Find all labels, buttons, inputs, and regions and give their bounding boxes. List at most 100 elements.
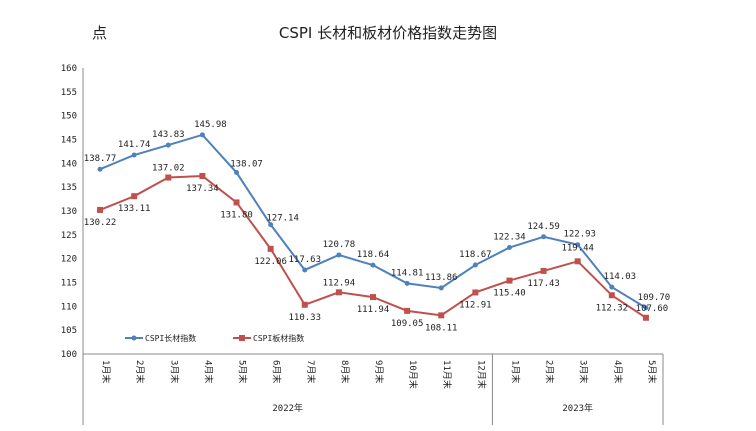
y-tick-label: 140	[61, 159, 77, 169]
data-label: 127.14	[266, 214, 299, 224]
data-label: 113.86	[425, 273, 458, 283]
group-label: 2022年	[272, 402, 303, 414]
data-label: 118.67	[459, 250, 492, 260]
x-tick-label: 3月末	[578, 360, 590, 383]
data-label: 138.77	[84, 154, 117, 164]
chart-title: CSPI 长材和板材价格指数走势图	[278, 24, 498, 42]
series-point	[199, 132, 205, 138]
data-label: 143.83	[152, 130, 185, 140]
series-point	[472, 289, 479, 296]
x-tick-label: 12月末	[475, 360, 487, 389]
series-point	[404, 307, 411, 314]
y-tick-label: 105	[61, 326, 77, 336]
data-label: 112.91	[459, 300, 492, 310]
data-label: 119.44	[561, 243, 594, 253]
x-tick-label: 7月末	[305, 360, 317, 383]
series-point	[165, 142, 171, 148]
series-point	[438, 312, 445, 319]
x-tick-label: 9月末	[373, 360, 385, 383]
series-point	[370, 262, 376, 268]
series-line-1	[99, 133, 647, 309]
series-point	[540, 267, 547, 274]
series-point	[165, 174, 172, 181]
y-tick-label: 160	[61, 64, 77, 74]
data-label: 118.64	[357, 250, 390, 260]
data-label: 133.11	[118, 204, 151, 214]
series-point	[506, 245, 512, 251]
data-label: 110.33	[289, 313, 322, 323]
data-label: 145.98	[194, 120, 227, 130]
series-point	[234, 170, 240, 176]
y-tick-label: 110	[61, 302, 77, 312]
y-tick-label: 125	[61, 231, 77, 241]
y-axis-unit: 点	[92, 24, 108, 42]
data-label: 130.22	[84, 218, 117, 228]
series-point	[404, 280, 410, 286]
y-tick-label: 145	[61, 136, 77, 146]
data-label: 122.93	[563, 230, 596, 240]
data-label: 117.43	[527, 279, 560, 289]
data-label: 137.34	[186, 184, 219, 194]
data-label: 122.06	[254, 257, 287, 267]
series-point	[506, 277, 513, 284]
data-label: 122.34	[493, 233, 526, 243]
series-point	[335, 289, 342, 296]
series-point	[370, 294, 376, 301]
series-point	[336, 252, 342, 258]
series-point	[301, 301, 308, 308]
x-tick-label: 4月末	[612, 360, 624, 383]
y-tick-label: 115	[61, 279, 77, 289]
data-label: 109.70	[638, 293, 671, 303]
data-label: 141.74	[118, 140, 151, 150]
series-point	[642, 314, 649, 321]
data-label: 112.94	[323, 278, 356, 288]
data-label: 120.78	[323, 240, 356, 250]
y-tick-label: 100	[61, 350, 77, 360]
series-point	[233, 199, 240, 206]
x-tick-label: 4月末	[202, 360, 214, 383]
y-tick-label: 130	[61, 207, 77, 217]
data-label: 137.02	[152, 164, 185, 174]
data-label: 108.11	[425, 323, 458, 333]
data-label: 138.07	[230, 160, 263, 170]
series-point	[268, 222, 274, 228]
y-tick-label: 155	[61, 88, 77, 98]
series-point	[575, 242, 581, 248]
series-point	[609, 284, 615, 290]
series-point	[97, 166, 103, 172]
data-label: 109.05	[391, 319, 424, 329]
data-label: 115.40	[493, 289, 526, 299]
y-tick-label: 135	[61, 183, 77, 193]
x-tick-label: 1月末	[100, 360, 112, 383]
data-label: 112.32	[596, 303, 629, 313]
data-label: 114.03	[604, 272, 637, 282]
x-tick-label: 8月末	[339, 360, 351, 383]
series-point	[267, 245, 274, 252]
data-label: 131.80	[220, 210, 253, 220]
data-label: 114.81	[391, 268, 424, 278]
x-tick-label: 1月末	[509, 360, 521, 383]
legend-label: CSPI长材指数	[145, 333, 196, 343]
x-tick-label: 5月末	[646, 360, 658, 383]
x-tick-label: 10月末	[407, 360, 419, 389]
y-tick-label: 120	[61, 255, 77, 265]
series-point	[574, 258, 581, 265]
legend-marker	[131, 335, 137, 341]
series-point	[302, 267, 308, 273]
series-point	[97, 206, 104, 213]
series-point	[131, 193, 138, 200]
data-label: 107.60	[636, 304, 669, 314]
data-label: 117.63	[289, 255, 322, 265]
series-point	[199, 173, 206, 180]
series-point	[541, 234, 547, 240]
series-point	[643, 305, 649, 311]
x-tick-label: 6月末	[271, 360, 283, 383]
series-point	[472, 262, 478, 268]
series-point	[131, 152, 137, 158]
x-tick-label: 2月末	[544, 360, 556, 383]
legend-marker	[239, 335, 245, 341]
x-tick-label: 3月末	[168, 360, 180, 383]
series-point	[438, 285, 444, 291]
x-tick-label: 11月末	[441, 360, 453, 389]
